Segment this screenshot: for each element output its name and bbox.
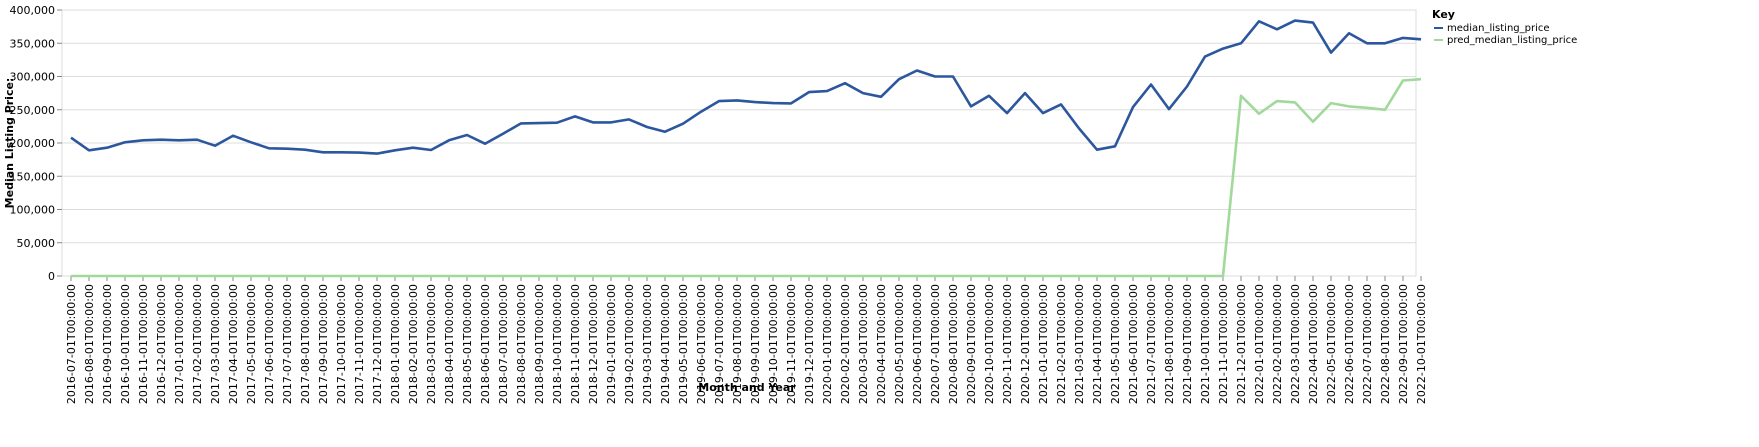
x-tick-label: 2022-01-01T00:00:00 <box>1253 284 1266 404</box>
x-tick-label: 2022-07-01T00:00:00 <box>1361 284 1374 404</box>
x-tick-label: 2019-10-01T00:00:00 <box>767 284 780 404</box>
x-tick-label: 2020-07-01T00:00:00 <box>929 284 942 404</box>
y-tick-label: 350,000 <box>10 37 56 50</box>
x-tick-label: 2020-08-01T00:00:00 <box>947 284 960 404</box>
legend-label: median_listing_price <box>1447 23 1550 34</box>
x-tick-label: 2021-11-01T00:00:00 <box>1217 284 1230 404</box>
x-tick-label: 2016-08-01T00:00:00 <box>83 284 96 404</box>
x-tick-label: 2020-12-01T00:00:00 <box>1019 284 1032 404</box>
x-tick-label: 2022-05-01T00:00:00 <box>1325 284 1338 404</box>
x-tick-label: 2019-02-01T00:00:00 <box>623 284 636 404</box>
x-tick-label: 2017-06-01T00:00:00 <box>263 284 276 404</box>
x-tick-label: 2017-05-01T00:00:00 <box>245 284 258 404</box>
x-tick-label: 2018-01-01T00:00:00 <box>389 284 402 404</box>
x-tick-label: 2018-03-01T00:00:00 <box>425 284 438 404</box>
x-tick-label: 2017-02-01T00:00:00 <box>191 284 204 404</box>
x-tick-label: 2017-08-01T00:00:00 <box>299 284 312 404</box>
x-tick-label: 2019-06-01T00:00:00 <box>695 284 708 404</box>
legend-label: pred_median_listing_price <box>1447 35 1577 46</box>
x-tick-label: 2020-03-01T00:00:00 <box>857 284 870 404</box>
y-tick-label: 0 <box>48 270 55 283</box>
x-tick-label: 2021-07-01T00:00:00 <box>1145 284 1158 404</box>
x-tick-label: 2020-09-01T00:00:00 <box>965 284 978 404</box>
x-tick-label: 2020-10-01T00:00:00 <box>983 284 996 404</box>
x-axis-title: Month and Year <box>698 381 796 394</box>
y-axis-title: Median Listing Price: <box>3 78 16 209</box>
x-axis: 2016-07-01T00:00:00 2016-08-01T00:00:00 20… <box>65 276 1428 404</box>
x-tick-label: 2020-06-01T00:00:00 <box>911 284 924 404</box>
x-tick-label: 2020-02-01T00:00:00 <box>839 284 852 404</box>
x-tick-label: 2018-09-01T00:00:00 <box>533 284 546 404</box>
x-tick-label: 2016-12-01T00:00:00 <box>155 284 168 404</box>
x-tick-label: 2019-07-01T00:00:00 <box>713 284 726 404</box>
x-tick-label: 2021-06-01T00:00:00 <box>1127 284 1140 404</box>
x-tick-label: 2019-04-01T00:00:00 <box>659 284 672 404</box>
x-tick-label: 2017-12-01T00:00:00 <box>371 284 384 404</box>
x-tick-label: 2018-12-01T00:00:00 <box>587 284 600 404</box>
x-tick-label: 2020-01-01T00:00:00 <box>821 284 834 404</box>
y-axis: 0 50,000 100,000 150,000 200,000 250,000 300,0… <box>10 4 62 283</box>
x-tick-label: 2017-07-01T00:00:00 <box>281 284 294 404</box>
y-tick-label: 250,000 <box>10 104 56 117</box>
x-tick-label: 2016-10-01T00:00:00 <box>119 284 132 404</box>
x-tick-label: 2019-08-01T00:00:00 <box>731 284 744 404</box>
x-tick-label: 2022-09-01T00:00:00 <box>1397 284 1410 404</box>
x-tick-label: 2018-07-01T00:00:00 <box>497 284 510 404</box>
x-tick-label: 2018-05-01T00:00:00 <box>461 284 474 404</box>
x-tick-label: 2021-01-01T00:00:00 <box>1037 284 1050 404</box>
x-tick-label: 2016-11-01T00:00:00 <box>137 284 150 404</box>
y-tick-label: 150,000 <box>10 170 56 183</box>
x-tick-label: 2020-11-01T00:00:00 <box>1001 284 1014 404</box>
x-tick-label: 2019-05-01T00:00:00 <box>677 284 690 404</box>
x-tick-label: 2021-05-01T00:00:00 <box>1109 284 1122 404</box>
x-tick-label: 2018-10-01T00:00:00 <box>551 284 564 404</box>
y-tick-label: 400,000 <box>10 4 56 17</box>
x-tick-label: 2017-01-01T00:00:00 <box>173 284 186 404</box>
x-tick-label: 2017-10-01T00:00:00 <box>335 284 348 404</box>
y-tick-label: 100,000 <box>10 204 56 217</box>
x-tick-label: 2018-04-01T00:00:00 <box>443 284 456 404</box>
x-tick-label: 2021-12-01T00:00:00 <box>1235 284 1248 404</box>
x-tick-label: 2018-06-01T00:00:00 <box>479 284 492 404</box>
series-line-pred-median-listing-price <box>71 77 1422 278</box>
x-tick-label: 2021-10-01T00:00:00 <box>1199 284 1212 404</box>
x-tick-label: 2017-04-01T00:00:00 <box>227 284 240 404</box>
x-tick-label: 2018-08-01T00:00:00 <box>515 284 528 404</box>
legend: Key median_listing_pricepred_median_list… <box>1432 8 1577 46</box>
series-lines <box>70 19 1422 278</box>
x-tick-label: 2017-09-01T00:00:00 <box>317 284 330 404</box>
x-tick-label: 2019-01-01T00:00:00 <box>605 284 618 404</box>
x-tick-label: 2018-02-01T00:00:00 <box>407 284 420 404</box>
x-tick-label: 2017-11-01T00:00:00 <box>353 284 366 404</box>
x-tick-label: 2022-03-01T00:00:00 <box>1289 284 1302 404</box>
x-tick-label: 2018-11-01T00:00:00 <box>569 284 582 404</box>
x-tick-label: 2022-02-01T00:00:00 <box>1271 284 1284 404</box>
x-tick-label: 2019-09-01T00:00:00 <box>749 284 762 404</box>
y-tick-label: 200,000 <box>10 137 56 150</box>
x-tick-label: 2021-02-01T00:00:00 <box>1055 284 1068 404</box>
x-tick-label: 2019-11-01T00:00:00 <box>785 284 798 404</box>
x-tick-label: 2020-05-01T00:00:00 <box>893 284 906 404</box>
x-tick-label: 2022-06-01T00:00:00 <box>1343 284 1356 404</box>
x-tick-label: 2022-08-01T00:00:00 <box>1379 284 1392 404</box>
series-line-median-listing-price <box>70 19 1422 155</box>
grid-lines <box>62 9 1416 277</box>
x-tick-label: 2019-12-01T00:00:00 <box>803 284 816 404</box>
x-tick-label: 2020-04-01T00:00:00 <box>875 284 888 404</box>
x-tick-label: 2019-03-01T00:00:00 <box>641 284 654 404</box>
x-tick-label: 2021-03-01T00:00:00 <box>1073 284 1086 404</box>
x-tick-label: 2021-09-01T00:00:00 <box>1181 284 1194 404</box>
x-tick-label: 2016-07-01T00:00:00 <box>65 284 78 404</box>
x-tick-label: 2021-08-01T00:00:00 <box>1163 284 1176 404</box>
y-tick-label: 300,000 <box>10 71 56 84</box>
x-tick-label: 2022-10-01T00:00:00 <box>1415 284 1428 404</box>
x-tick-label: 2021-04-01T00:00:00 <box>1091 284 1104 404</box>
legend-title: Key <box>1432 8 1455 21</box>
x-tick-label: 2022-04-01T00:00:00 <box>1307 284 1320 404</box>
y-tick-label: 50,000 <box>17 237 56 250</box>
x-tick-label: 2016-09-01T00:00:00 <box>101 284 114 404</box>
x-tick-label: 2017-03-01T00:00:00 <box>209 284 222 404</box>
